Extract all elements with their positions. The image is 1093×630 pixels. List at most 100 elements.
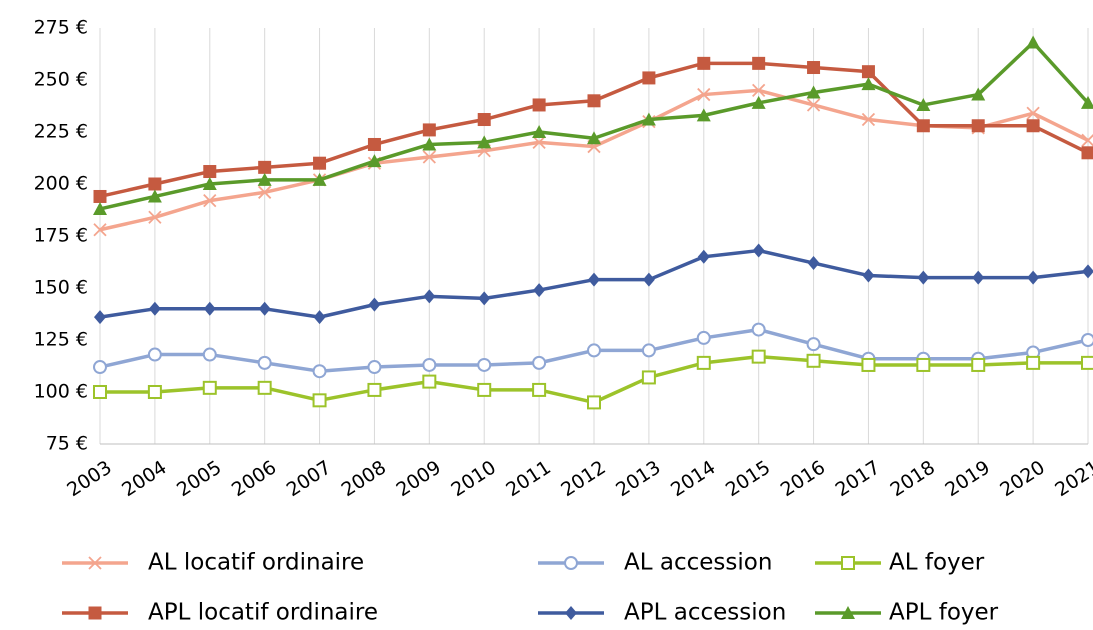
marker [423, 289, 436, 304]
marker [88, 556, 102, 570]
y-tick-label: 100 € [34, 381, 88, 403]
marker [477, 135, 492, 149]
marker [93, 201, 107, 215]
series [93, 349, 1093, 410]
marker [202, 177, 217, 190]
marker [1081, 355, 1093, 370]
marker [697, 87, 711, 102]
marker [1081, 333, 1093, 347]
marker [258, 160, 272, 174]
x-tick-label: 2007 [283, 456, 336, 501]
y-tick-label: 275 € [34, 17, 88, 39]
x-tick-label: 2020 [996, 456, 1049, 501]
marker [696, 108, 711, 122]
marker [807, 61, 821, 75]
marker [203, 301, 216, 316]
marker [751, 95, 766, 109]
x-tick-label: 2019 [941, 456, 994, 501]
y-tick-label: 225 € [34, 121, 88, 143]
marker [368, 297, 381, 312]
marker [312, 364, 327, 379]
marker [642, 272, 655, 287]
marker [587, 131, 601, 145]
marker [532, 125, 547, 138]
marker [94, 310, 106, 325]
marker [1082, 264, 1093, 279]
marker [203, 194, 217, 208]
marker [258, 185, 272, 199]
marker [917, 270, 930, 285]
x-tick-label: 2018 [887, 456, 940, 501]
y-tick-label: 175 € [34, 225, 88, 247]
marker [533, 283, 546, 298]
marker [587, 395, 601, 410]
legend-label: AL accession [624, 550, 772, 576]
marker [916, 357, 931, 372]
marker [422, 123, 436, 137]
marker [642, 71, 656, 85]
marker [565, 606, 577, 620]
x-tick-label: 2005 [173, 456, 226, 501]
x-tick-label: 2013 [612, 456, 665, 501]
marker [202, 380, 217, 395]
x-tick-label: 2004 [118, 456, 171, 501]
marker [88, 606, 102, 620]
marker [422, 150, 436, 164]
marker [564, 556, 578, 570]
marker [696, 330, 711, 345]
marker [861, 77, 876, 91]
marker [532, 355, 547, 370]
marker [148, 210, 162, 224]
x-tick-label: 2021 [1051, 456, 1093, 501]
x-tick-label: 2012 [557, 456, 610, 501]
marker [861, 357, 876, 372]
y-tick-label: 200 € [34, 173, 88, 195]
marker [93, 223, 107, 237]
marker [806, 353, 821, 368]
marker [312, 393, 327, 408]
marker [806, 98, 821, 112]
y-tick-label: 75 € [46, 433, 88, 455]
marker [1026, 355, 1041, 370]
marker [806, 85, 821, 99]
marker [862, 268, 875, 283]
marker [806, 337, 821, 352]
marker [312, 172, 327, 186]
legend-label: APL locatif ordinaire [148, 600, 378, 626]
marker [477, 113, 491, 127]
legend-label: APL foyer [889, 600, 999, 626]
marker [1027, 270, 1040, 285]
marker [1081, 95, 1093, 109]
y-tick-label: 250 € [34, 69, 88, 91]
marker [588, 272, 600, 287]
marker [1081, 146, 1093, 160]
marker [148, 301, 161, 316]
legend-label: APL accession [624, 600, 786, 626]
x-tick-label: 2017 [832, 456, 885, 501]
marker [93, 189, 107, 203]
marker [1026, 106, 1040, 120]
marker [478, 291, 491, 306]
marker [422, 357, 437, 372]
series [93, 56, 1093, 203]
marker [641, 370, 656, 385]
marker [752, 56, 766, 70]
x-tick-label: 2011 [502, 456, 555, 501]
y-tick-label: 125 € [34, 329, 88, 351]
marker [148, 177, 162, 191]
marker [367, 360, 382, 375]
marker [1026, 35, 1041, 49]
marker [696, 355, 711, 370]
marker [972, 270, 985, 285]
marker [971, 87, 986, 101]
marker [807, 256, 820, 271]
x-tick-label: 2010 [447, 456, 500, 501]
marker [841, 556, 855, 570]
marker [147, 385, 162, 399]
marker [752, 83, 766, 98]
marker [587, 343, 601, 358]
marker [752, 243, 765, 258]
x-tick-label: 2015 [722, 456, 775, 501]
marker [532, 382, 547, 397]
